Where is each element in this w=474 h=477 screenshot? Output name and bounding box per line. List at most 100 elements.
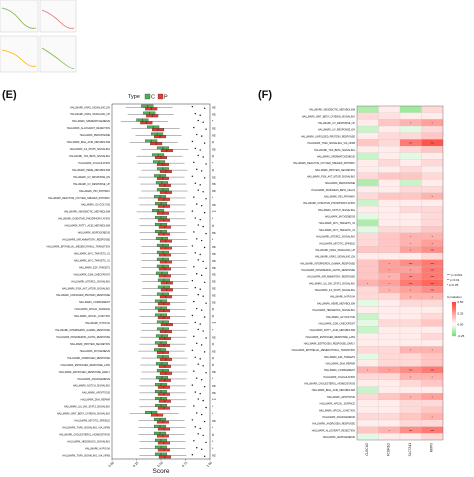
colorbar-step xyxy=(452,303,456,306)
heatmap-cell xyxy=(378,319,401,327)
heatmap-cell-mark: *** xyxy=(409,275,413,279)
heatmap-row-label: HALLMARK_MYOGENESIS xyxy=(325,216,356,219)
outlier xyxy=(194,217,196,219)
heatmap-cell-mark: *** xyxy=(430,248,434,252)
heatmap-cell xyxy=(399,172,422,180)
thumb-4 xyxy=(39,35,77,73)
heatmap-cell xyxy=(356,346,379,354)
heatmap-cell xyxy=(399,219,422,227)
outlier xyxy=(196,203,198,205)
heatmap-cell xyxy=(356,239,379,247)
heatmap-cell-mark: *** xyxy=(409,369,413,373)
heatmap-cell xyxy=(378,252,401,260)
colorbar-step xyxy=(452,307,456,309)
outlier xyxy=(202,156,204,158)
outlier xyxy=(203,420,206,423)
x-tick-label: 0.25 xyxy=(132,461,139,468)
outlier xyxy=(196,273,198,275)
heatmap-cell-mark: * xyxy=(432,242,434,246)
outlier xyxy=(196,412,198,414)
heatmap-cell xyxy=(399,306,422,314)
heatmap-cell xyxy=(356,386,379,394)
heatmap-frame xyxy=(356,105,444,441)
outlier xyxy=(200,379,203,381)
colorbar-step xyxy=(452,310,456,313)
category-label: HALLMARK_IL2_STAT5_SIGNALING xyxy=(70,148,110,151)
significance-label: ns xyxy=(212,454,216,458)
heatmap-cell xyxy=(356,105,379,113)
heatmap-cell xyxy=(421,252,444,260)
category-label: HALLMARK_HEDGEHOG_SIGNALING xyxy=(67,440,110,443)
category-label: HALLMARK_IL6_JAK_STAT3_SIGNALING xyxy=(64,406,110,409)
significance-label: * xyxy=(212,405,214,409)
significance-label: # xyxy=(212,308,214,312)
colorbar-step xyxy=(452,332,456,335)
heatmap-row-label: HALLMARK_SPERMATOGENESIS xyxy=(317,155,355,158)
heatmap-cell xyxy=(356,132,379,140)
heatmap-cell xyxy=(421,132,444,140)
category-label: HALLMARK_UV_RESPONSE_UP xyxy=(73,183,110,186)
heatmap-cell xyxy=(399,319,422,327)
heatmap-cell xyxy=(421,146,444,153)
heatmap-cell xyxy=(356,206,379,213)
heatmap-cell xyxy=(378,132,401,140)
heatmap-row-label: HALLMARK_OXIDATIVE_PHOSPHORYLATION xyxy=(303,202,355,205)
heatmap-cell xyxy=(421,226,444,233)
heatmap-cell xyxy=(356,339,379,347)
outlier xyxy=(202,225,204,228)
outlier xyxy=(197,328,199,331)
heatmap-row-label: HALLMARK_DNA_REPAIR xyxy=(326,363,356,366)
significance-label: # xyxy=(212,154,214,158)
heatmap-cell xyxy=(399,166,422,173)
heatmap-cell xyxy=(356,272,379,280)
category-label: HALLMARK_INTERFERON_ALPHA_RESPONSE xyxy=(56,336,110,339)
heatmap-row-label: HALLMARK_ANGIOGENESIS xyxy=(322,416,355,419)
heatmap-column-label: CLEC4G xyxy=(365,442,369,455)
heatmap-cell xyxy=(378,339,401,347)
heatmap-cell xyxy=(421,326,444,334)
heatmap-cell xyxy=(399,433,422,441)
colorbar-tick: 0.00 xyxy=(458,323,464,327)
heatmap-cell xyxy=(356,172,379,180)
heatmap-cell xyxy=(421,333,444,340)
significance-label: ns xyxy=(212,245,216,249)
outlier xyxy=(193,161,195,164)
heatmap-row-label: HALLMARK_APICAL_SURFACE xyxy=(320,403,356,406)
colorbar-step xyxy=(452,308,456,311)
heatmap-cell xyxy=(421,105,444,113)
outlier xyxy=(194,321,196,324)
outlier xyxy=(200,448,203,451)
colorbar-step xyxy=(452,317,456,320)
heatmap-cell xyxy=(421,152,444,160)
category-label: HALLMARK_P53_PATHWAY xyxy=(79,190,110,193)
outlier xyxy=(199,253,201,256)
heatmap-row-label: HALLMARK_MTORC1_SIGNALING xyxy=(316,236,355,239)
heatmap-cell xyxy=(421,379,444,387)
significance-label: * xyxy=(212,412,214,416)
heatmap-row-label: HALLMARK_IL6_JAK_STAT3_SIGNALING xyxy=(309,282,355,285)
category-label: HALLMARK_FATTY_ACID_METABOLISM xyxy=(65,225,110,228)
heatmap-cell xyxy=(421,399,444,407)
legend-swatch-p xyxy=(157,93,164,100)
category-label: HALLMARK_ADIPOGENESIS xyxy=(78,232,111,235)
heatmap-row-label: HALLMARK_PANCREAS_BETA_CELLS xyxy=(312,189,356,192)
heatmap-cell xyxy=(356,393,379,400)
colorbar-step xyxy=(452,312,456,315)
outlier xyxy=(205,163,207,165)
significance-label: # xyxy=(212,363,214,367)
legend-label-p: P xyxy=(164,95,168,101)
heatmap-cell-mark: *** xyxy=(430,369,434,373)
thumb-1 xyxy=(0,0,39,33)
heatmap-cell xyxy=(399,159,422,167)
outlier xyxy=(196,447,198,449)
heatmap-cell xyxy=(356,119,379,127)
significance-label: * xyxy=(212,328,214,332)
heatmap-cell-mark: * xyxy=(410,235,412,239)
heatmap-cell xyxy=(378,166,401,173)
significance-label: ns xyxy=(212,273,216,277)
heatmap-cell-mark: *** xyxy=(409,429,413,433)
heatmap-cell-mark: * xyxy=(432,395,434,399)
heatmap-cell xyxy=(378,379,401,387)
heatmap-cell xyxy=(378,219,401,227)
outlier xyxy=(197,398,199,400)
